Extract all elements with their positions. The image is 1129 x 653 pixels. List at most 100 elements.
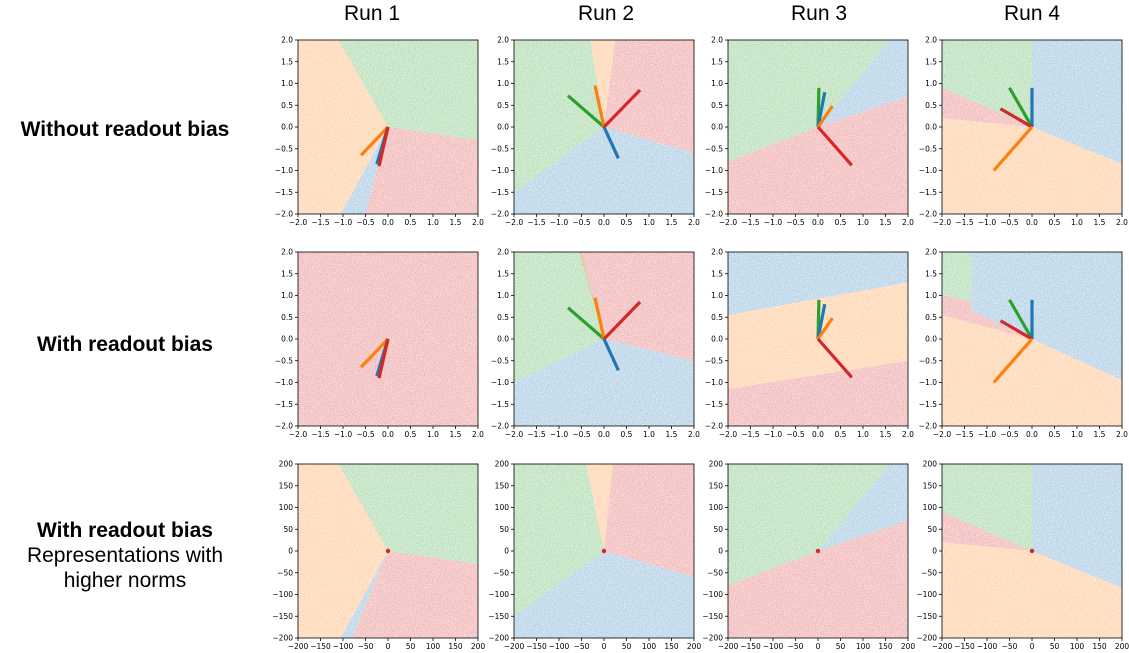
x-tick-label: 2.0 [472, 218, 484, 227]
y-tick-label: 1.0 [281, 291, 293, 300]
panel-r0-c2: −2.0−2.0 −1.5 −1.5 −1.0 −1.0 −0.5 −0.5 0.0 0.0 0.… [705, 36, 914, 227]
x-tick-label: 1.5 [880, 218, 892, 227]
x-tick-label: −150 [954, 642, 975, 651]
x-tick-label: 100 [642, 642, 657, 651]
panel-r0-c0: −2.0−2.0 −1.5 −1.5 −1.0 −1.0 −0.5 −0.5 0.0 0.0 0.… [275, 36, 484, 227]
vector-green [1008, 87, 1034, 128]
y-tick-label: 0.0 [925, 123, 937, 132]
y-tick-label: −1.0 [705, 378, 723, 387]
x-tick-label: −1.5 [955, 218, 973, 227]
y-tick-label: −100 [272, 590, 293, 599]
y-tick-label: 1.0 [925, 79, 937, 88]
vector-green [1008, 299, 1034, 340]
decision-regions [514, 464, 694, 638]
x-tick-label: 0.0 [812, 430, 824, 439]
y-tick-label: 1.5 [711, 269, 723, 278]
y-tick-label: 200 [923, 460, 938, 469]
y-tick-label: 0 [288, 547, 293, 556]
y-tick-label: −1.0 [491, 378, 509, 387]
x-tick-label: −0.5 [356, 218, 374, 227]
x-tick-label: 2.0 [902, 218, 914, 227]
y-tick-label: 1.0 [281, 79, 293, 88]
x-tick-label: −150 [526, 642, 547, 651]
y-tick-label: 150 [279, 481, 294, 490]
decision-regions [298, 252, 478, 426]
row-label-line3: higher norms [63, 569, 187, 592]
decision-regions [728, 40, 908, 214]
x-tick-label: 1.0 [427, 430, 439, 439]
x-tick-label: 150 [448, 642, 463, 651]
y-tick-label: 50 [927, 525, 937, 534]
y-tick-label: 100 [495, 503, 510, 512]
y-tick-label: 100 [279, 503, 294, 512]
x-tick-label: −1.5 [311, 218, 329, 227]
y-tick-label: −1.0 [919, 166, 937, 175]
row-label-with-readout-bias-higher-norms: With readout bias Representations with h… [0, 518, 250, 593]
vector-red [602, 300, 642, 341]
x-tick-label: 0.5 [835, 218, 847, 227]
vector-red [816, 337, 853, 379]
x-tick-label: 1.0 [427, 218, 439, 227]
y-tick-label: −50 [277, 568, 293, 577]
y-tick-label: −100 [488, 590, 509, 599]
x-tick-label: 1.5 [1094, 218, 1106, 227]
x-tick-label: −0.5 [572, 218, 590, 227]
y-tick-label: −1.5 [491, 400, 509, 409]
x-tick-label: 2.0 [1116, 430, 1128, 439]
x-tick-label: −200 [932, 642, 953, 651]
x-tick-label: −1.5 [741, 430, 759, 439]
y-tick-label: −1.5 [705, 400, 723, 409]
x-tick-label: −200 [504, 642, 525, 651]
y-tick-label: 100 [709, 503, 724, 512]
vector-red [602, 88, 642, 129]
x-tick-label: 0.0 [1026, 430, 1038, 439]
x-tick-label: −1.0 [334, 218, 352, 227]
x-tick-label: 0.5 [405, 430, 417, 439]
vector-orange [816, 317, 834, 340]
y-tick-label: 0 [718, 547, 723, 556]
y-tick-label: −0.5 [919, 356, 937, 365]
x-tick-label: −0.5 [1000, 218, 1018, 227]
x-tick-label: −2.0 [289, 218, 307, 227]
column-title-run-3: Run 3 [790, 2, 848, 25]
y-tick-label: 0.0 [281, 123, 293, 132]
y-tick-label: 2.0 [711, 36, 723, 45]
y-tick-label: 1.5 [925, 57, 937, 66]
y-tick-label: 1.5 [281, 269, 293, 278]
y-tick-label: −1.0 [275, 166, 293, 175]
column-title-run-1: Run 1 [343, 2, 401, 25]
x-tick-label: −2.0 [719, 218, 737, 227]
vector-orange [359, 337, 390, 369]
x-tick-label: −100 [763, 642, 784, 651]
vector-blue [816, 91, 827, 128]
y-tick-label: 2.0 [925, 248, 937, 257]
x-tick-label: 150 [878, 642, 893, 651]
y-tick-label: 2.0 [497, 248, 509, 257]
y-tick-label: −0.5 [491, 356, 509, 365]
y-tick-label: −1.5 [919, 400, 937, 409]
x-tick-label: 200 [1115, 642, 1129, 651]
y-tick-label: 100 [923, 503, 938, 512]
x-tick-label: 1.5 [880, 430, 892, 439]
x-tick-label: 0.5 [1049, 218, 1061, 227]
y-tick-label: −1.5 [275, 400, 293, 409]
x-tick-label: −1.0 [764, 218, 782, 227]
y-tick-label: 150 [709, 481, 724, 490]
y-tick-label: 0.0 [497, 335, 509, 344]
y-tick-label: 0.5 [281, 313, 293, 322]
x-tick-label: 1.0 [643, 218, 655, 227]
vector-orange [593, 85, 606, 128]
x-tick-label: 1.5 [1094, 430, 1106, 439]
x-tick-label: −100 [549, 642, 570, 651]
y-tick-label: −150 [702, 612, 723, 621]
vector-orange [359, 125, 390, 157]
vector-orange [992, 125, 1034, 172]
column-title-run-2: Run 2 [577, 2, 635, 25]
column-title-run-4: Run 4 [1003, 2, 1061, 25]
x-tick-label: −0.5 [786, 218, 804, 227]
x-tick-label: 0 [386, 642, 391, 651]
y-tick-label: −2.0 [705, 210, 723, 219]
y-tick-label: −1.5 [491, 188, 509, 197]
vector-red [816, 125, 853, 167]
y-tick-label: 0.0 [497, 123, 509, 132]
